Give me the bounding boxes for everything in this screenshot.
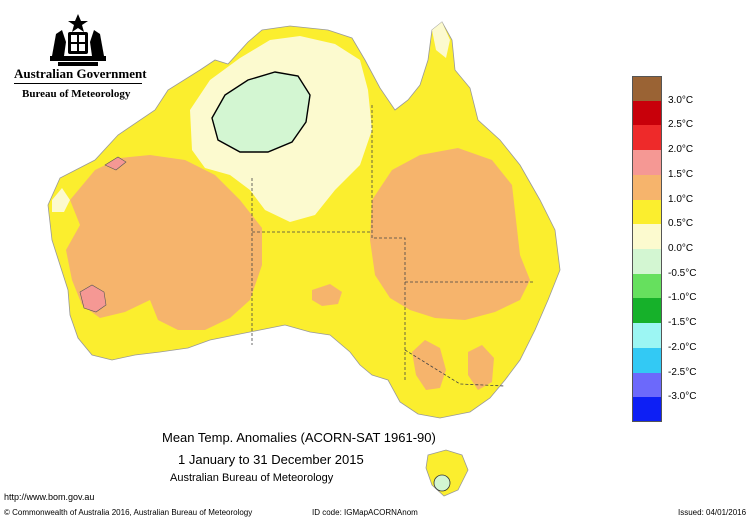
legend-swatch <box>632 174 662 200</box>
legend-swatch <box>632 100 662 126</box>
legend-label: 0.0°C <box>668 243 694 254</box>
legend-label: 2.5°C <box>668 119 694 131</box>
southwest-strong-warm-patch <box>79 284 107 313</box>
temperature-legend: 3.0°C 2.5°C 2.0°C 1.5°C 1.0°C 0.5°C 0.0°C -0.5°… <box>632 76 742 422</box>
bom-url-link[interactable]: http://www.bom.gov.au <box>4 492 95 502</box>
legend-label: -2.0°C <box>668 341 697 353</box>
cool-anomaly-zone <box>211 71 311 153</box>
southeast-warm-patch-2 <box>468 345 494 390</box>
header-divider <box>14 83 142 84</box>
map-title: Mean Temp. Anomalies (ACORN-SAT 1961-90) <box>162 430 436 445</box>
legend-label: -0.5°C <box>668 267 697 279</box>
central-warm-patch <box>312 284 342 306</box>
legend-label: -1.5°C <box>668 317 697 329</box>
legend-swatch <box>632 397 662 422</box>
northwest-strong-warm-patch <box>104 156 127 171</box>
legend-label: -1.0°C <box>668 292 697 304</box>
bureau-name: Bureau of Meteorology <box>22 88 131 100</box>
map-period: 1 January to 31 December 2015 <box>178 452 364 467</box>
copyright-notice: © Commonwealth of Australia 2016, Austra… <box>4 508 253 517</box>
legend-label: 3.0°C <box>668 94 694 106</box>
eastern-warm-anomaly-region <box>370 148 530 320</box>
id-code: ID code: IGMapACORNAnom <box>312 508 418 517</box>
coat-of-arms-icon <box>50 14 106 66</box>
legend-label: 1.0°C <box>668 193 694 205</box>
legend-label: 1.5°C <box>668 168 694 180</box>
west-coast-neutral-patch <box>52 188 70 212</box>
government-name: Australian Government <box>14 66 147 81</box>
legend-label: -2.5°C <box>668 366 697 378</box>
issued-date: Issued: 04/01/2016 <box>678 508 747 517</box>
legend-swatch <box>632 150 662 175</box>
legend-swatch <box>632 298 662 324</box>
legend-label: 2.0°C <box>668 144 694 156</box>
legend-swatch <box>632 323 662 348</box>
map-source: Australian Bureau of Meteorology <box>170 472 334 484</box>
legend-label: 0.5°C <box>668 218 694 230</box>
legend-label: -3.0°C <box>668 391 697 403</box>
legend-swatch <box>632 76 662 101</box>
legend-swatch <box>632 249 662 274</box>
legend-swatch <box>632 199 662 225</box>
tasmania-neutral-zone <box>433 474 451 492</box>
legend-swatch <box>632 224 662 249</box>
legend-swatch <box>632 372 662 398</box>
legend-swatch <box>632 125 662 151</box>
government-logo <box>8 8 148 118</box>
state-borders <box>251 105 535 387</box>
legend-frame <box>632 76 662 422</box>
western-warm-anomaly-region <box>66 155 262 330</box>
southeast-warm-patch-1 <box>412 340 446 390</box>
legend-swatch <box>632 347 662 373</box>
legend-swatch <box>632 273 662 299</box>
cape-york-neutral-tip <box>432 22 450 58</box>
